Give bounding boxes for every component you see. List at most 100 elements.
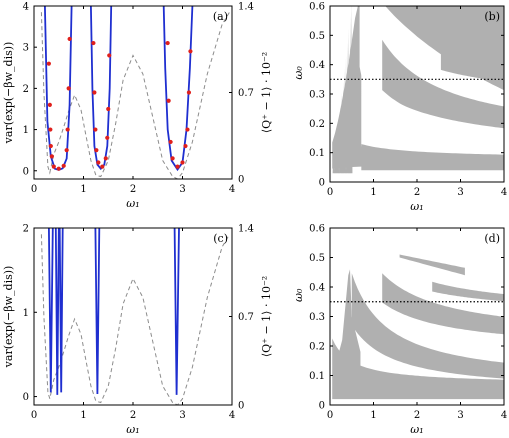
red-data-point [94,148,99,153]
red-data-point [93,127,98,132]
y-axis-label-right: ⟨Q⁺ − 1⟩ · 10⁻² [260,52,273,133]
x-tick-label: 3 [179,410,185,421]
red-data-point [47,102,52,107]
region-spike [339,104,342,174]
region-spike [336,124,339,174]
y-tick-label: 3 [23,43,29,54]
plot-frame [33,5,233,180]
blue-curve [90,6,113,171]
y-tick-label: 0.2 [309,119,325,130]
y2-tick-label: 0 [238,401,244,412]
y-tick-label: 0.1 [309,148,325,159]
x-tick-label: 0 [31,184,37,195]
region-spike [334,269,361,376]
stable-region [332,338,504,400]
y-tick-label: 0 [23,392,29,403]
stable-tongue [440,6,504,59]
y-tick-label: 0 [23,166,29,177]
red-data-point [56,166,61,171]
red-data-point [183,143,188,149]
red-data-point [175,164,180,169]
red-data-point [49,154,54,159]
panel-label: (b) [484,10,500,23]
stable-tongue [399,254,465,276]
red-data-point [103,156,108,161]
red-data-point [105,135,110,140]
red-data-point [64,148,69,153]
stable-tongue [432,281,504,302]
x-tick-label: 0 [327,187,333,198]
region-spike [342,81,345,174]
x-tick-label: 1 [370,410,376,421]
red-data-point [188,49,193,54]
x-tick-label: 0 [31,410,37,421]
plot-frame [33,227,233,406]
y2-tick-label: 0.7 [238,88,254,99]
y-tick-label: 0.5 [309,31,325,42]
y-tick-label: 2 [23,84,29,95]
blue-curve [162,6,194,172]
panel-label: (c) [213,232,228,245]
red-data-point [165,40,170,46]
plot-area [40,228,230,405]
y-tick-label: 0.2 [309,342,325,353]
stable-tongue [382,273,504,335]
region-spike [335,133,338,174]
x-axis-label: ω₁ [126,423,139,436]
blue-curve [94,228,101,395]
y-tick-label: 0.3 [309,312,325,323]
panel-label: (a) [213,10,228,23]
y-tick-label: 0.1 [309,371,325,382]
region-spike [350,6,353,174]
region-spike [346,42,349,174]
region-spike [334,141,336,174]
x-tick-label: 1 [80,410,86,421]
x-tick-label: 1 [370,187,376,198]
stable-region [361,144,504,171]
x-tick-label: 2 [130,184,136,195]
red-data-point [67,36,72,42]
red-data-point [168,139,173,145]
x-axis-label: ω₁ [410,200,423,213]
dashed-curve [40,11,230,179]
x-tick-label: 3 [457,410,463,421]
y-tick-label: 0.6 [309,224,325,235]
y-tick-label: 0.4 [309,283,325,294]
red-data-point [46,61,51,66]
y2-tick-label: 0 [238,175,244,186]
y-tick-label: 0.3 [309,90,325,101]
red-data-point [100,164,105,169]
x-tick-label: 4 [501,410,507,421]
red-data-point [92,90,97,95]
y-axis-label: ω₀ [292,66,305,80]
x-tick-label: 3 [179,184,185,195]
plot-area [332,6,504,174]
dashed-curve [40,234,230,405]
x-tick-label: 2 [414,187,420,198]
region-spike [332,146,335,174]
x-tick-label: 2 [130,410,136,421]
y-tick-label: 0 [319,401,325,412]
y-axis-label-left: var(exp(−βw_dis)) [2,266,15,369]
y-tick-label: 4 [23,2,29,13]
y-axis-label-left: var(exp(−βw_dis)) [2,42,15,145]
blue-curve [173,228,180,395]
panel-label: (d) [484,232,500,245]
x-axis-label: ω₁ [126,197,139,210]
red-data-point [65,127,70,132]
y-tick-label: 1 [23,308,29,319]
region-spike [349,14,352,174]
region-spike [340,93,343,174]
y-tick-label: 2 [23,224,29,235]
blue-curve [54,228,60,395]
red-data-point [51,164,56,169]
x-tick-label: 1 [80,184,86,195]
y-tick-label: 0.4 [309,60,325,71]
red-data-point [107,53,112,58]
y-tick-label: 0.5 [309,253,325,264]
plot-area [332,254,504,400]
y2-tick-label: 1.4 [238,224,254,235]
y-axis-label: ω₀ [292,288,305,302]
y-axis-label-right: ⟨Q⁺ − 1⟩ · 10⁻² [260,276,273,357]
